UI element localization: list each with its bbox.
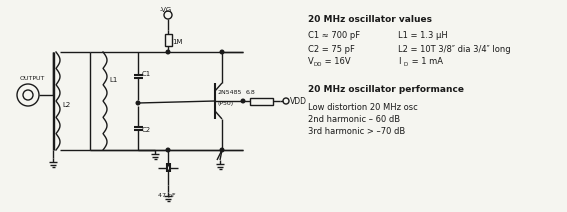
- Text: 47 pF: 47 pF: [158, 194, 176, 198]
- Text: L1: L1: [109, 77, 117, 83]
- Text: 20 MHz oscillator performance: 20 MHz oscillator performance: [308, 85, 464, 95]
- Text: -VG: -VG: [160, 7, 172, 13]
- Text: L2: L2: [62, 102, 70, 108]
- Text: 3rd harmonic > –70 dB: 3rd harmonic > –70 dB: [308, 127, 405, 137]
- Text: (P50): (P50): [218, 100, 234, 106]
- Text: = 16V: = 16V: [322, 57, 350, 67]
- Text: D: D: [403, 61, 407, 67]
- Bar: [251, 98, 273, 105]
- Text: C1 ≈ 700 pF: C1 ≈ 700 pF: [308, 32, 360, 40]
- Text: Low distortion 20 MHz osc: Low distortion 20 MHz osc: [308, 103, 418, 113]
- Circle shape: [220, 50, 224, 54]
- Text: V: V: [308, 57, 314, 67]
- Text: C2: C2: [142, 127, 151, 133]
- Text: 6.8: 6.8: [246, 89, 256, 95]
- Circle shape: [23, 90, 33, 100]
- Bar: [164, 34, 171, 46]
- Circle shape: [136, 101, 140, 105]
- Text: L1 = 1.3 μH: L1 = 1.3 μH: [398, 32, 448, 40]
- Text: 20 MHz oscillator values: 20 MHz oscillator values: [308, 15, 432, 25]
- Circle shape: [220, 148, 224, 152]
- Circle shape: [166, 50, 170, 54]
- Circle shape: [241, 99, 245, 103]
- Text: C1: C1: [142, 71, 151, 77]
- Text: VDD: VDD: [290, 96, 307, 106]
- Text: I: I: [398, 57, 400, 67]
- Circle shape: [166, 148, 170, 152]
- Text: OUTPUT: OUTPUT: [20, 77, 45, 81]
- Text: 1M: 1M: [172, 39, 183, 45]
- Text: 2nd harmonic – 60 dB: 2nd harmonic – 60 dB: [308, 116, 400, 124]
- Circle shape: [283, 98, 289, 104]
- Circle shape: [164, 11, 172, 19]
- Text: DD: DD: [314, 61, 323, 67]
- Text: C2 = 75 pF: C2 = 75 pF: [308, 45, 355, 53]
- Circle shape: [17, 84, 39, 106]
- Text: 2N5485: 2N5485: [218, 91, 242, 95]
- Text: = 1 mA: = 1 mA: [409, 57, 443, 67]
- Text: L2 = 10T 3/8″ dia 3/4″ long: L2 = 10T 3/8″ dia 3/4″ long: [398, 45, 511, 53]
